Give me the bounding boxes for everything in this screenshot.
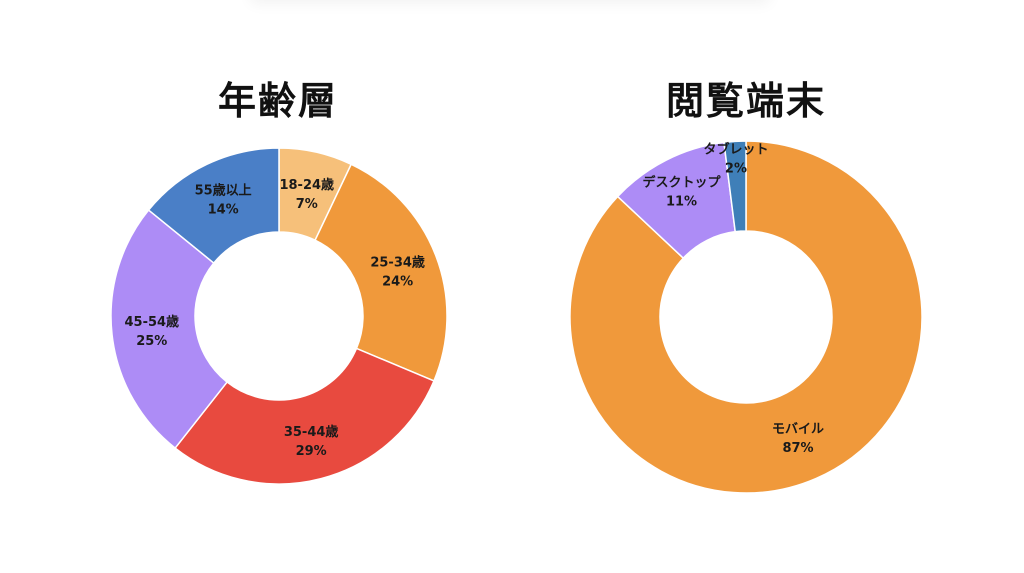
age-slice-3 xyxy=(110,209,229,450)
device-slice-1-category: デスクトップ xyxy=(643,174,722,190)
device-slice-2-percent: 2% xyxy=(725,161,747,176)
age-slice-4 xyxy=(147,147,280,265)
age-donut-chart: 18-24歳 7% 25-34歳 24% 35-44歳 29% 45-54歳 25% 55歳以上… xyxy=(110,147,448,485)
age-slice-4-percent: 14% xyxy=(208,203,239,218)
device-donut-chart: モバイル 87% デスクトップ 11% タブレット 2% xyxy=(569,140,923,494)
age-slice-0-percent: 7% xyxy=(296,197,318,212)
age-chart-title: 年齢層 xyxy=(217,79,338,123)
device-slice-0-percent: 87% xyxy=(782,441,813,456)
age-slice-1-category: 25-34歳 xyxy=(370,255,425,271)
age-slice-3-percent: 25% xyxy=(136,334,167,349)
age-slice-3-category: 45-54歳 xyxy=(124,314,179,330)
age-slice-0-category: 18-24歳 xyxy=(279,177,334,193)
age-slice-1 xyxy=(314,163,448,382)
age-slice-4-category: 55歳以上 xyxy=(195,183,252,199)
age-slice-1-percent: 24% xyxy=(382,275,413,290)
age-slice-2-percent: 29% xyxy=(296,444,327,459)
device-slice-0 xyxy=(569,140,923,494)
device-slice-0-category: モバイル xyxy=(772,422,824,437)
age-slice-2-category: 35-44歳 xyxy=(284,424,339,440)
age-slice-2 xyxy=(174,347,435,485)
device-slice-2-category: タブレット xyxy=(703,141,768,157)
device-slice-1-percent: 11% xyxy=(666,194,697,209)
device-slice-2 xyxy=(723,140,747,233)
device-chart-title: 閲覧端末 xyxy=(665,79,826,123)
